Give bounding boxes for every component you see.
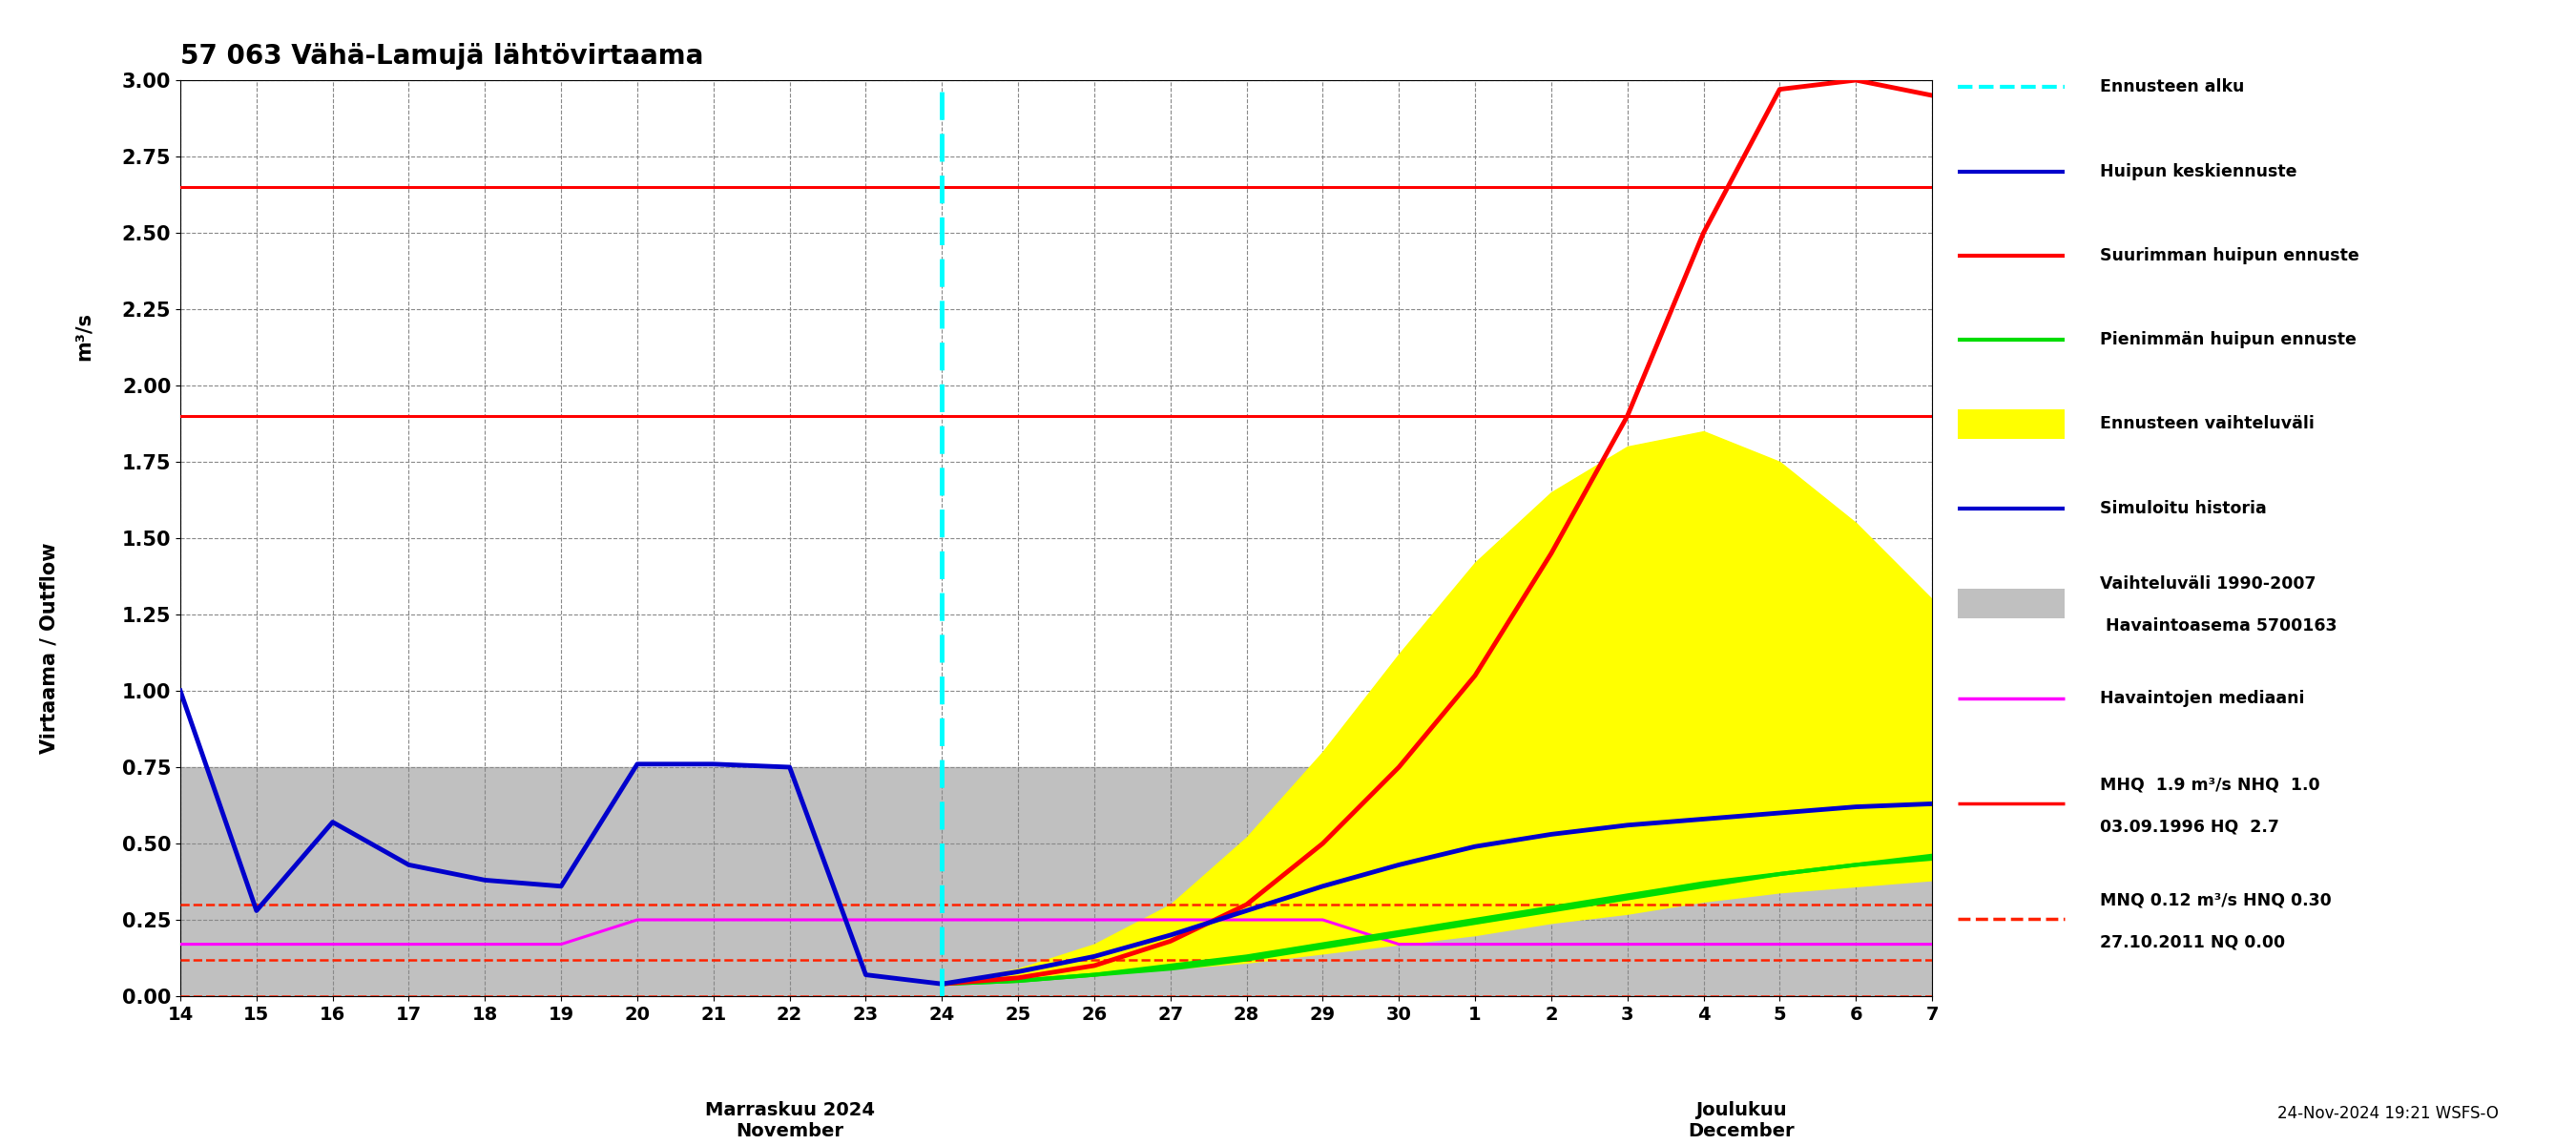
Bar [1958, 410, 2063, 439]
Text: Suurimman huipun ennuste: Suurimman huipun ennuste [2099, 247, 2360, 264]
Text: Ennusteen alku: Ennusteen alku [2099, 78, 2244, 96]
Text: MHQ  1.9 m³/s NHQ  1.0: MHQ 1.9 m³/s NHQ 1.0 [2099, 776, 2321, 793]
Text: m³/s: m³/s [75, 313, 93, 361]
Text: Havaintoasema 5700163: Havaintoasema 5700163 [2099, 618, 2336, 635]
Text: Ennusteen vaihteluväli: Ennusteen vaihteluväli [2099, 416, 2313, 433]
Text: Virtaama / Outflow: Virtaama / Outflow [39, 543, 59, 753]
Text: MNQ 0.12 m³/s HNQ 0.30: MNQ 0.12 m³/s HNQ 0.30 [2099, 892, 2331, 909]
Text: 03.09.1996 HQ  2.7: 03.09.1996 HQ 2.7 [2099, 818, 2280, 835]
Text: Havaintojen mediaani: Havaintojen mediaani [2099, 689, 2306, 706]
Text: Huipun keskiennuste: Huipun keskiennuste [2099, 163, 2298, 180]
Text: Joulukuu
December: Joulukuu December [1687, 1101, 1795, 1140]
Text: Simuloitu historia: Simuloitu historia [2099, 499, 2267, 516]
Text: Marraskuu 2024
November: Marraskuu 2024 November [706, 1101, 873, 1140]
Text: 27.10.2011 NQ 0.00: 27.10.2011 NQ 0.00 [2099, 934, 2285, 951]
Text: 24-Nov-2024 19:21 WSFS-O: 24-Nov-2024 19:21 WSFS-O [2277, 1105, 2499, 1122]
Text: 57 063 Vähä-Lamujä lähtövirtaama: 57 063 Vähä-Lamujä lähtövirtaama [180, 44, 703, 70]
Bar [1958, 589, 2063, 618]
Text: Pienimmän huipun ennuste: Pienimmän huipun ennuste [2099, 331, 2357, 348]
Text: Vaihteluväli 1990-2007: Vaihteluväli 1990-2007 [2099, 576, 2316, 593]
